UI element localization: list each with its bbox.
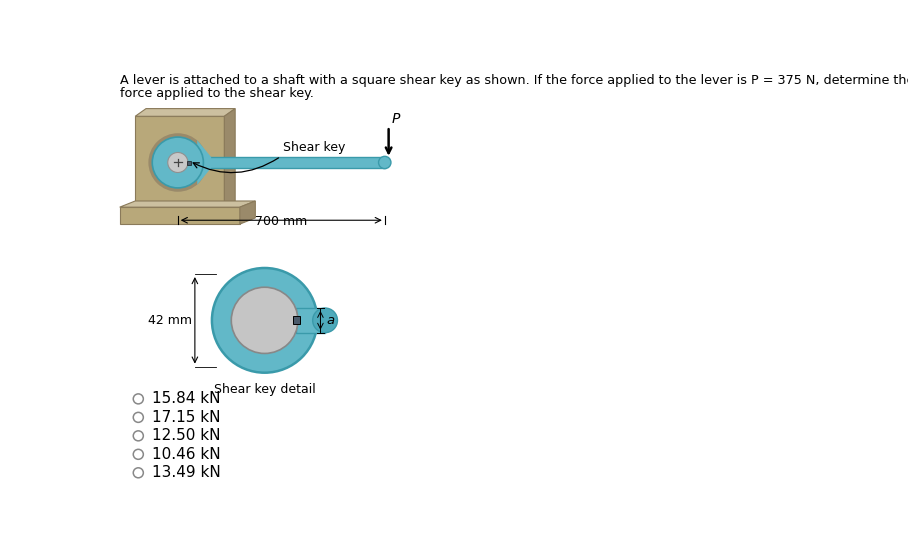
Text: 42 mm: 42 mm [148, 314, 192, 327]
Bar [296, 308, 325, 333]
Polygon shape [197, 140, 212, 185]
Circle shape [232, 287, 298, 353]
Text: a: a [327, 314, 335, 327]
Circle shape [379, 156, 391, 169]
Text: Shear key detail: Shear key detail [213, 384, 315, 396]
Text: 12.50 kN: 12.50 kN [153, 428, 221, 443]
Circle shape [148, 133, 207, 192]
Bar [292, 316, 301, 324]
Polygon shape [135, 109, 235, 116]
Text: 15.84 kN: 15.84 kN [153, 391, 221, 406]
Text: 700 mm: 700 mm [255, 215, 308, 228]
Polygon shape [240, 201, 255, 224]
Circle shape [212, 268, 317, 373]
Polygon shape [120, 201, 255, 207]
Text: 13.49 kN: 13.49 kN [153, 465, 221, 480]
Circle shape [133, 394, 143, 404]
Bar [187, 161, 191, 165]
Text: 17.15 kN: 17.15 kN [153, 410, 221, 425]
Circle shape [133, 449, 143, 459]
Text: P: P [391, 112, 400, 126]
Bar [201, 157, 385, 168]
Circle shape [168, 152, 188, 172]
Text: 10.46 kN: 10.46 kN [153, 447, 221, 462]
Circle shape [153, 137, 203, 188]
Polygon shape [135, 116, 224, 216]
Text: force applied to the shear key.: force applied to the shear key. [120, 87, 313, 100]
Text: A lever is attached to a shaft with a square shear key as shown. If the force ap: A lever is attached to a shaft with a sq… [120, 74, 908, 87]
Circle shape [133, 412, 143, 422]
Circle shape [133, 431, 143, 441]
Polygon shape [224, 109, 235, 216]
Circle shape [312, 308, 338, 333]
Polygon shape [120, 207, 240, 224]
Text: Shear key: Shear key [283, 141, 346, 154]
Circle shape [133, 468, 143, 478]
